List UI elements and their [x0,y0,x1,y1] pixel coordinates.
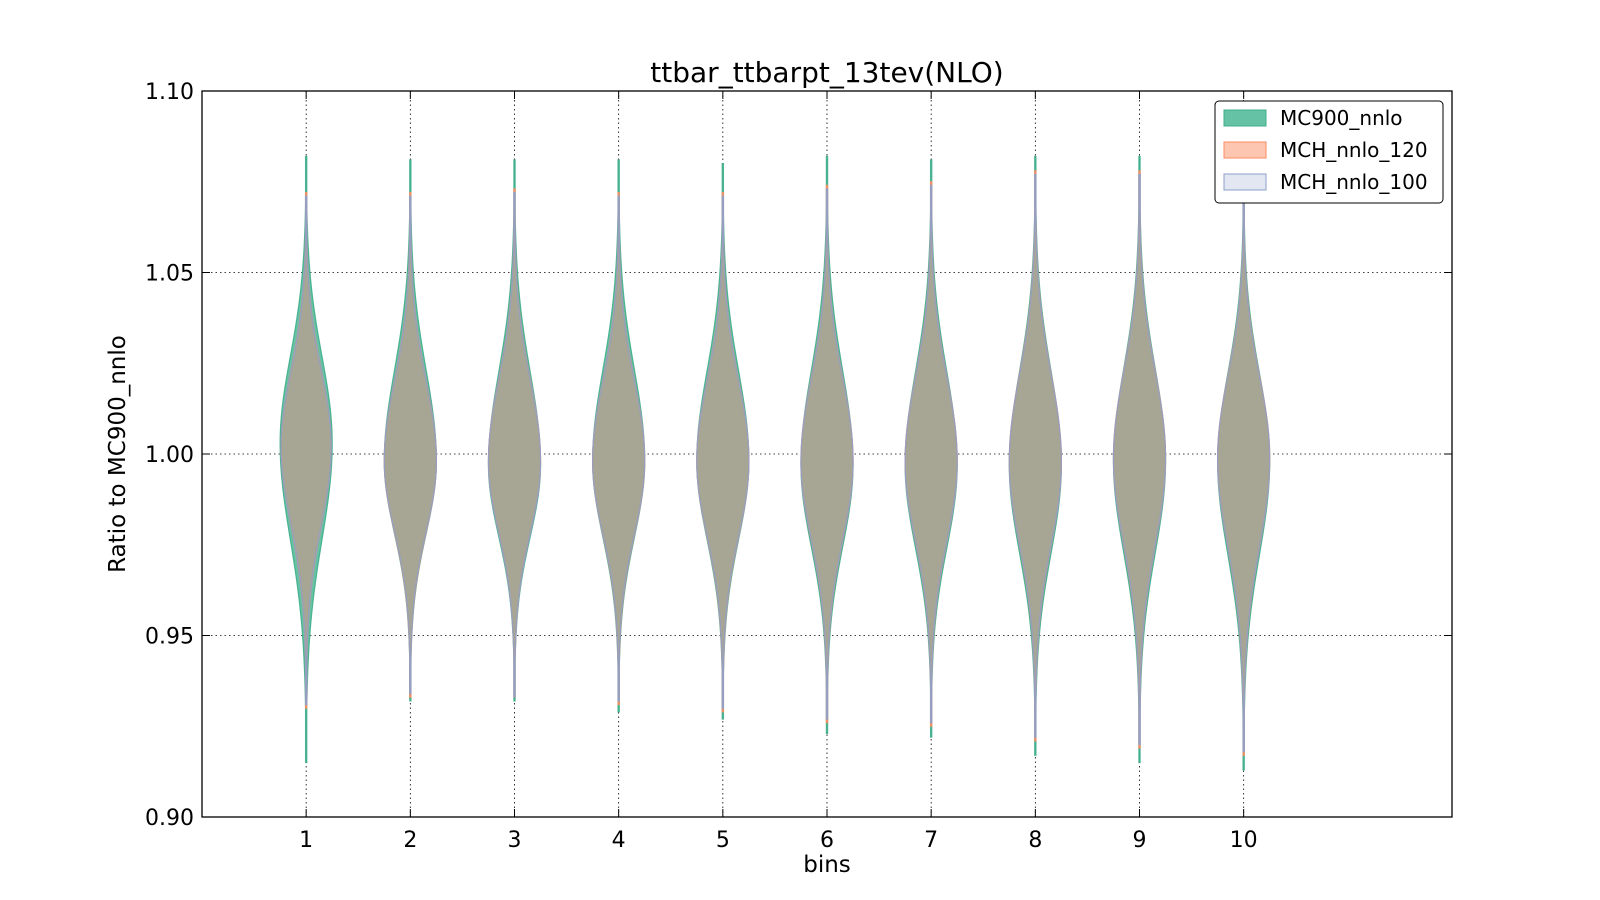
y-tick-label: 1.00 [145,443,194,468]
legend-swatch [1223,173,1267,191]
y-tick-label: 1.10 [145,80,194,105]
x-tick-label: 5 [716,828,730,853]
violin-MCH_nnlo_100-bin-6 [800,188,854,720]
series-MCH_nnlo_100 [280,173,1271,753]
x-tick-label: 10 [1230,828,1258,853]
legend-label: MCH_nnlo_120 [1280,138,1428,162]
x-axis-label: bins [803,852,851,878]
legend-swatch [1223,109,1267,127]
violin-series [279,155,1271,771]
violin-MCH_nnlo_100-bin-5 [696,195,750,709]
x-tick-label: 1 [299,828,313,853]
violin-MCH_nnlo_100-bin-8 [1008,173,1062,738]
y-tick-label: 0.95 [145,625,194,650]
violin-MCH_nnlo_100-bin-9 [1112,173,1167,745]
x-tick-label: 2 [403,828,417,853]
legend-label: MCH_nnlo_100 [1280,170,1428,194]
violin-MCH_nnlo_100-bin-10 [1217,188,1271,753]
violin-MCH_nnlo_100-bin-3 [487,192,542,698]
x-tick-label: 7 [924,828,938,853]
violin-MCH_nnlo_100-bin-1 [280,195,332,706]
axis-ticks: 0.90 0.95 1.00 1.05 1.10 1 2 3 4 5 6 7 8 9 10 [145,80,1452,853]
y-tick-label: 0.90 [145,806,194,831]
legend-label: MC900_nnlo [1280,106,1403,130]
violin-MCH_nnlo_100-bin-2 [383,195,437,695]
legend: MC900_nnlo MCH_nnlo_120 MCH_nnlo_100 [1214,100,1444,204]
x-tick-label: 3 [508,828,522,853]
violin-MCH_nnlo_100-bin-4 [592,195,646,702]
x-tick-label: 4 [612,828,626,853]
violin-MCH_nnlo_100-bin-7 [904,184,958,724]
y-tick-label: 1.05 [145,262,194,287]
x-tick-label: 6 [820,828,834,853]
y-axis-label: Ratio to MC900_nnlo [105,335,131,573]
x-tick-label: 9 [1133,828,1147,853]
legend-swatch [1223,141,1267,159]
legend-frame [1214,100,1444,204]
x-tick-label: 8 [1028,828,1042,853]
chart-title: ttbar_ttbarpt_13tev(NLO) [650,56,1003,89]
